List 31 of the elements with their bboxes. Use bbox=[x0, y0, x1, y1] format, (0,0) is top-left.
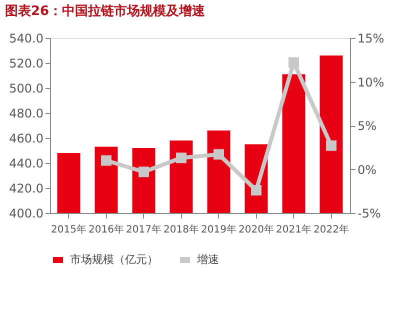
y-tick-label: 400.0 bbox=[9, 206, 44, 220]
x-tick-label: 2017年 bbox=[126, 224, 162, 236]
x-tick-label: 2020年 bbox=[238, 224, 274, 236]
legend-label: 增速 bbox=[196, 253, 219, 266]
y-tick-label: 460.0 bbox=[9, 132, 44, 146]
point bbox=[138, 166, 149, 178]
y2-tick-label: 10% bbox=[358, 75, 384, 90]
y-tick-label: 520.0 bbox=[9, 56, 44, 70]
y2-tick-label: -5% bbox=[358, 206, 381, 220]
point bbox=[251, 185, 262, 196]
x-tick-label: 2016年 bbox=[88, 224, 124, 236]
y2-tick-label: 15% bbox=[358, 32, 384, 46]
y-tick-label: 420.0 bbox=[9, 182, 44, 196]
x-tick-label: 2019年 bbox=[201, 224, 236, 236]
x-tick-label: 2018年 bbox=[164, 224, 199, 236]
legend-label: 市场规模（亿元） bbox=[70, 253, 158, 266]
point bbox=[176, 152, 186, 164]
x-tick-label: 2015年 bbox=[51, 224, 86, 236]
y-tick-label: 480.0 bbox=[9, 106, 44, 120]
point bbox=[214, 149, 224, 160]
point bbox=[101, 155, 112, 166]
y2-tick-label: 5% bbox=[358, 119, 377, 133]
y-tick-label: 540.0 bbox=[9, 32, 44, 46]
point bbox=[288, 57, 299, 68]
y2-tick-label: 0% bbox=[358, 162, 377, 177]
point bbox=[326, 140, 336, 151]
y-tick-label: 500.0 bbox=[9, 82, 44, 96]
x-tick-label: 2021年 bbox=[276, 224, 312, 236]
y-tick-label: 440.0 bbox=[9, 156, 44, 170]
x-tick-label: 2022年 bbox=[314, 224, 349, 236]
chart-title: 图表26：中国拉链市场规模及增速 bbox=[5, 3, 206, 19]
